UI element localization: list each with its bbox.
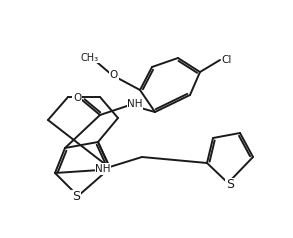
Text: S: S (72, 190, 80, 203)
Text: O: O (73, 93, 81, 103)
Text: Cl: Cl (222, 55, 232, 65)
Text: O: O (110, 70, 118, 80)
Text: NH: NH (127, 99, 143, 109)
Text: S: S (226, 178, 234, 192)
Text: NH: NH (95, 164, 111, 174)
Text: CH₃: CH₃ (81, 53, 99, 63)
